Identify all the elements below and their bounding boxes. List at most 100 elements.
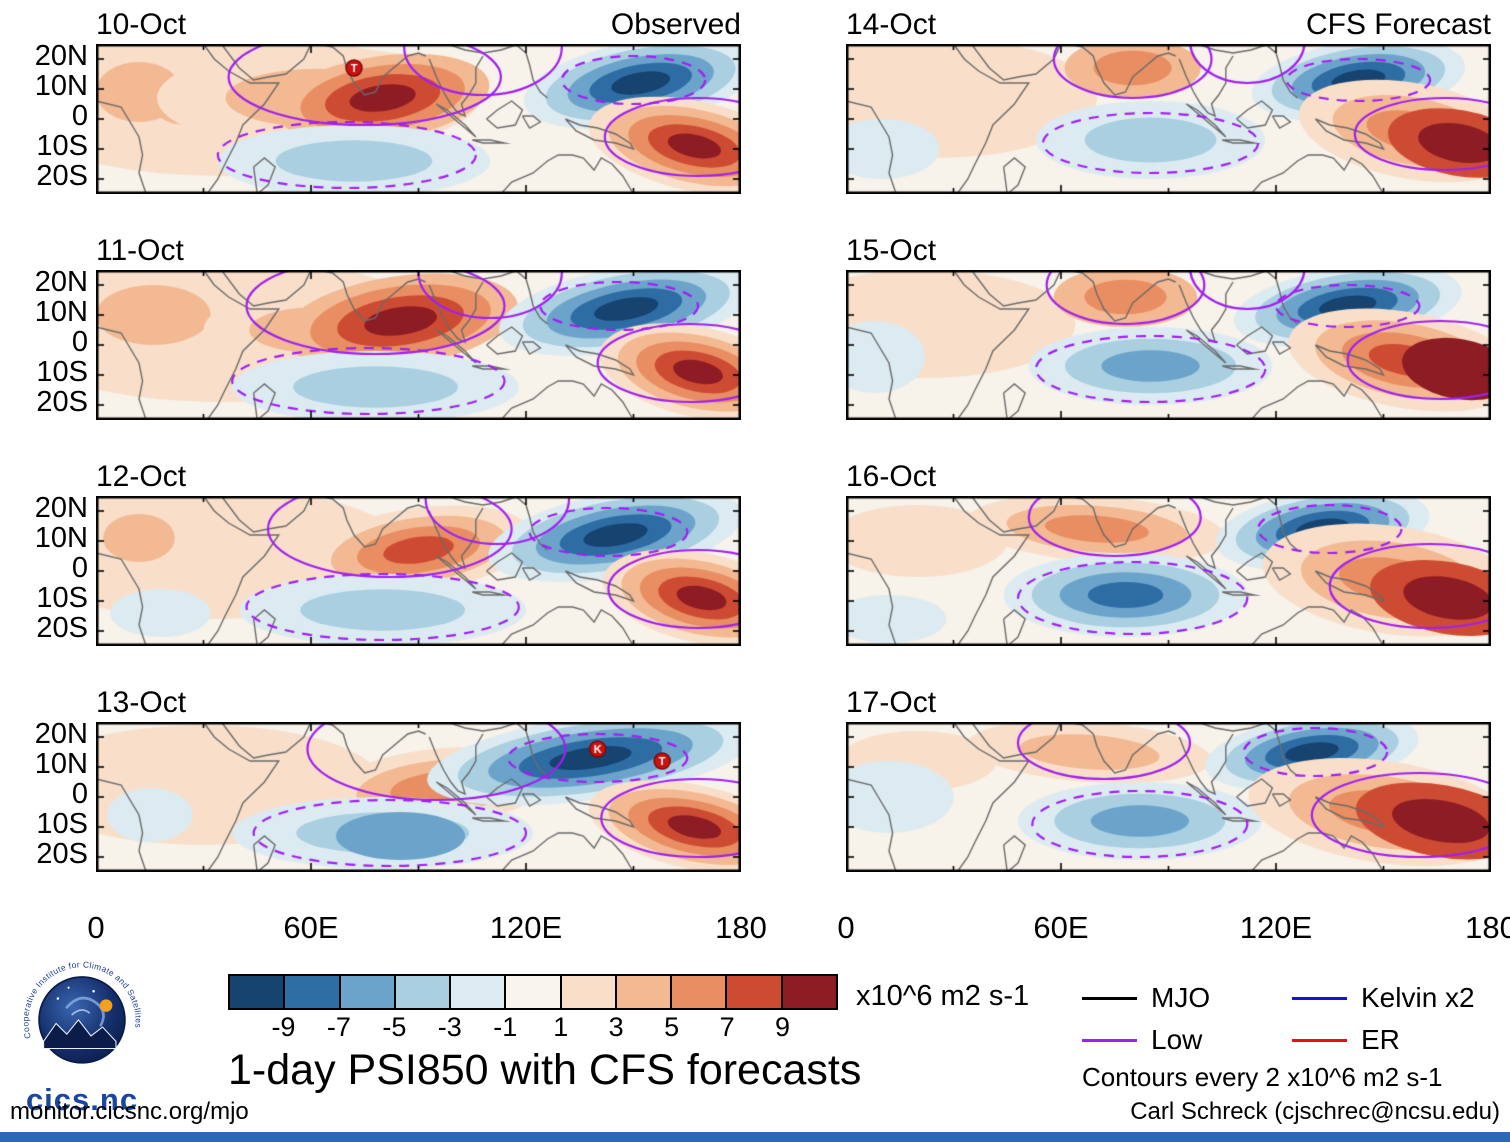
map-canvas-10-oct [96, 44, 741, 194]
colorbar-labels: -9 -7 -5 -3 -1 1 3 5 7 9 [228, 1012, 838, 1046]
panel-date-label: 11-Oct [96, 234, 184, 267]
panel-header: 16-Oct [846, 458, 1491, 496]
legend-block: MJO Kelvin x2 Low ER [1082, 982, 1492, 1056]
legend-label: Low [1151, 1024, 1203, 1055]
colorbar-tick-label: 1 [553, 1012, 569, 1042]
panel-date-label: 14-Oct [846, 8, 937, 41]
y-axis-labels: 20N 10N 0 10S 20S [4, 718, 96, 870]
map-panel-17-oct: 17-Oct [846, 684, 1491, 872]
logo-spiral-inner [71, 1009, 91, 1016]
panel-grid: 20N 10N 0 10S 20S 10-Oct Observed 14-Oct CFS For… [4, 6, 1510, 872]
footer-credit: Carl Schreck (cjschrec@ncsu.edu) [1130, 1098, 1500, 1125]
y-tick-label: 10S [36, 355, 88, 388]
y-tick-label: 20S [36, 385, 88, 418]
bottom-blue-bar [0, 1132, 1510, 1142]
legend-item-kelvin-x2: Kelvin x2 [1292, 982, 1492, 1014]
panel-header: 11-Oct [96, 232, 741, 270]
legend-item-er: ER [1292, 1024, 1492, 1056]
y-tick-label: 10N [34, 521, 88, 554]
y-tick-label: 20N [34, 491, 88, 524]
panel-header: 14-Oct CFS Forecast [846, 6, 1491, 44]
logo-star [67, 986, 70, 989]
map-canvas-wrap [96, 44, 741, 194]
panel-row: 20N 10N 0 10S 20S 11-Oct 15-Oct [4, 232, 1510, 420]
colorbar-tick-label: -5 [382, 1012, 407, 1042]
legend-line-swatch [1292, 996, 1347, 1000]
x-axis-gutter [4, 910, 96, 954]
panel-header: 15-Oct [846, 232, 1491, 270]
logo-star [56, 997, 60, 1000]
panel-header: 10-Oct Observed [96, 6, 741, 44]
cics-logo-block: Cooperative Institute for Climate and Sa… [6, 952, 158, 1118]
y-tick-label: 10S [36, 807, 88, 840]
y-tick-label: 20S [36, 159, 88, 192]
figure-footer-block: Cooperative Institute for Climate and Sa… [0, 953, 1510, 1117]
column-title: Observed [610, 8, 741, 41]
x-tick-label: 120E [489, 910, 563, 945]
logo-sun-icon [99, 999, 113, 1012]
map-canvas-17-oct [846, 722, 1491, 872]
footer-url: monitor.cicsnc.org/mjo [10, 1098, 249, 1125]
colorbar-cell [616, 976, 673, 1008]
colorbar-tick-label: -1 [493, 1012, 518, 1042]
y-tick-label: 20S [36, 611, 88, 644]
map-canvas-wrap [96, 722, 741, 872]
panel-row: 20N 10N 0 10S 20S 10-Oct Observed 14-Oct CFS For… [4, 6, 1510, 194]
panel-row: 20N 10N 0 10S 20S 13-Oct 17-Oct [4, 684, 1510, 872]
y-tick-label: 20N [34, 265, 88, 298]
y-tick-label: 10S [36, 581, 88, 614]
y-tick-label: 0 [71, 551, 88, 584]
x-tick-label: 0 [87, 910, 105, 945]
legend-label: Kelvin x2 [1361, 982, 1475, 1013]
y-axis-labels: 20N 10N 0 10S 20S [4, 491, 96, 644]
figure-title: 1-day PSI850 with CFS forecasts [228, 1046, 862, 1094]
colorbar-cell [340, 976, 396, 1008]
column-title: CFS Forecast [1305, 8, 1491, 41]
legend-item-low: Low [1082, 1024, 1282, 1056]
map-panel-15-oct: 15-Oct [846, 232, 1491, 420]
y-tick-label: 0 [71, 325, 88, 358]
map-panel-11-oct: 11-Oct [96, 232, 741, 420]
x-axis-labels: 0 60E 120E 180 [87, 910, 766, 954]
panel-row: 20N 10N 0 10S 20S 12-Oct 16-Oct [4, 458, 1510, 646]
y-tick-label: 10S [36, 129, 88, 162]
colorbar-cell [672, 976, 728, 1008]
map-canvas-wrap [846, 44, 1491, 194]
y-tick-label: 10N [34, 295, 88, 328]
panel-date-label: 16-Oct [846, 460, 937, 493]
map-panel-14-oct: 14-Oct CFS Forecast [846, 6, 1491, 194]
colorbar-cell [451, 976, 507, 1008]
map-canvas-15-oct [846, 270, 1491, 420]
logo-org-name: cics.nc [25, 1082, 139, 1117]
map-canvas-wrap [846, 722, 1491, 872]
colorbar-units-label: x10^6 m2 s-1 [856, 980, 1030, 1012]
y-tick-label: 10N [34, 747, 88, 780]
x-tick-label: 120E [1239, 910, 1313, 945]
logo-star [92, 990, 95, 993]
colorbar-cell [285, 976, 341, 1008]
panel-grid-area: 20N 10N 0 10S 20S 10-Oct Observed 14-Oct CFS For… [4, 6, 1510, 954]
map-canvas-wrap [96, 496, 741, 646]
map-canvas-11-oct [96, 270, 741, 420]
map-canvas-14-oct [846, 44, 1491, 194]
cics-logo-badge: Cooperative Institute for Climate and Sa… [17, 953, 147, 1083]
page-footer: monitor.cicsnc.org/mjo Carl Schreck (cjs… [0, 1098, 1510, 1126]
map-canvas-13-oct [96, 722, 741, 872]
x-tick-label: 60E [283, 910, 339, 945]
x-tick-label: 180 [715, 910, 767, 945]
map-canvas-16-oct [846, 496, 1491, 646]
map-canvas-wrap [96, 270, 741, 420]
panel-header: 12-Oct [96, 458, 741, 496]
colorbar-area: -9 -7 -5 -3 -1 1 3 5 7 9 [228, 974, 838, 1046]
map-panel-16-oct: 16-Oct [846, 458, 1491, 646]
panel-date-label: 13-Oct [96, 686, 187, 719]
legend-line-swatch [1082, 1038, 1137, 1042]
colorbar-cell [561, 976, 617, 1008]
y-tick-label: 20N [34, 39, 88, 72]
x-axis-row: 0 60E 120E 180 0 60E 120E 180 [4, 910, 1510, 954]
panel-header: 13-Oct [96, 684, 741, 722]
legend-label: ER [1361, 1024, 1400, 1055]
y-axis-labels: 20N 10N 0 10S 20S [4, 39, 96, 192]
logo-globe [38, 976, 126, 1064]
